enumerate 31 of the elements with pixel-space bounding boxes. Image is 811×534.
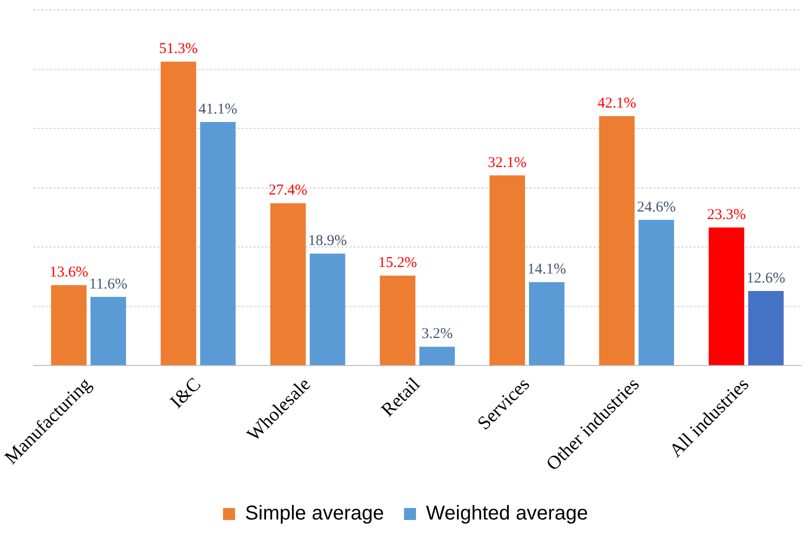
bar	[200, 122, 236, 366]
bar	[90, 296, 126, 366]
bar	[638, 220, 674, 366]
bar	[310, 254, 346, 366]
bar	[270, 203, 306, 366]
data-label: 27.4%	[268, 182, 308, 199]
bar	[528, 282, 564, 366]
data-label: 51.3%	[159, 41, 198, 58]
data-label: 12.6%	[746, 270, 786, 286]
data-label: 15.2%	[378, 255, 418, 272]
data-label: 14.1%	[527, 262, 566, 278]
bar	[419, 346, 455, 366]
bar	[51, 285, 87, 366]
data-label: 18.9%	[308, 233, 347, 250]
bar	[489, 175, 526, 366]
data-label: 13.6%	[49, 264, 88, 280]
data-label: 24.6%	[636, 199, 676, 216]
data-label: 42.1%	[597, 96, 636, 112]
bar	[748, 290, 784, 366]
bar	[599, 116, 635, 366]
x-tick-label: I&C	[166, 374, 206, 413]
data-label: 3.2%	[421, 326, 453, 342]
data-label: 32.1%	[488, 154, 527, 171]
legend-label: Simple average	[245, 502, 384, 525]
data-label: 11.6%	[89, 276, 128, 292]
bar	[380, 276, 416, 366]
legend-label: Weighted average	[426, 502, 588, 525]
bar	[160, 62, 196, 366]
bar	[708, 228, 744, 366]
data-label: 41.1%	[198, 101, 238, 118]
data-label: 23.3%	[707, 207, 746, 223]
